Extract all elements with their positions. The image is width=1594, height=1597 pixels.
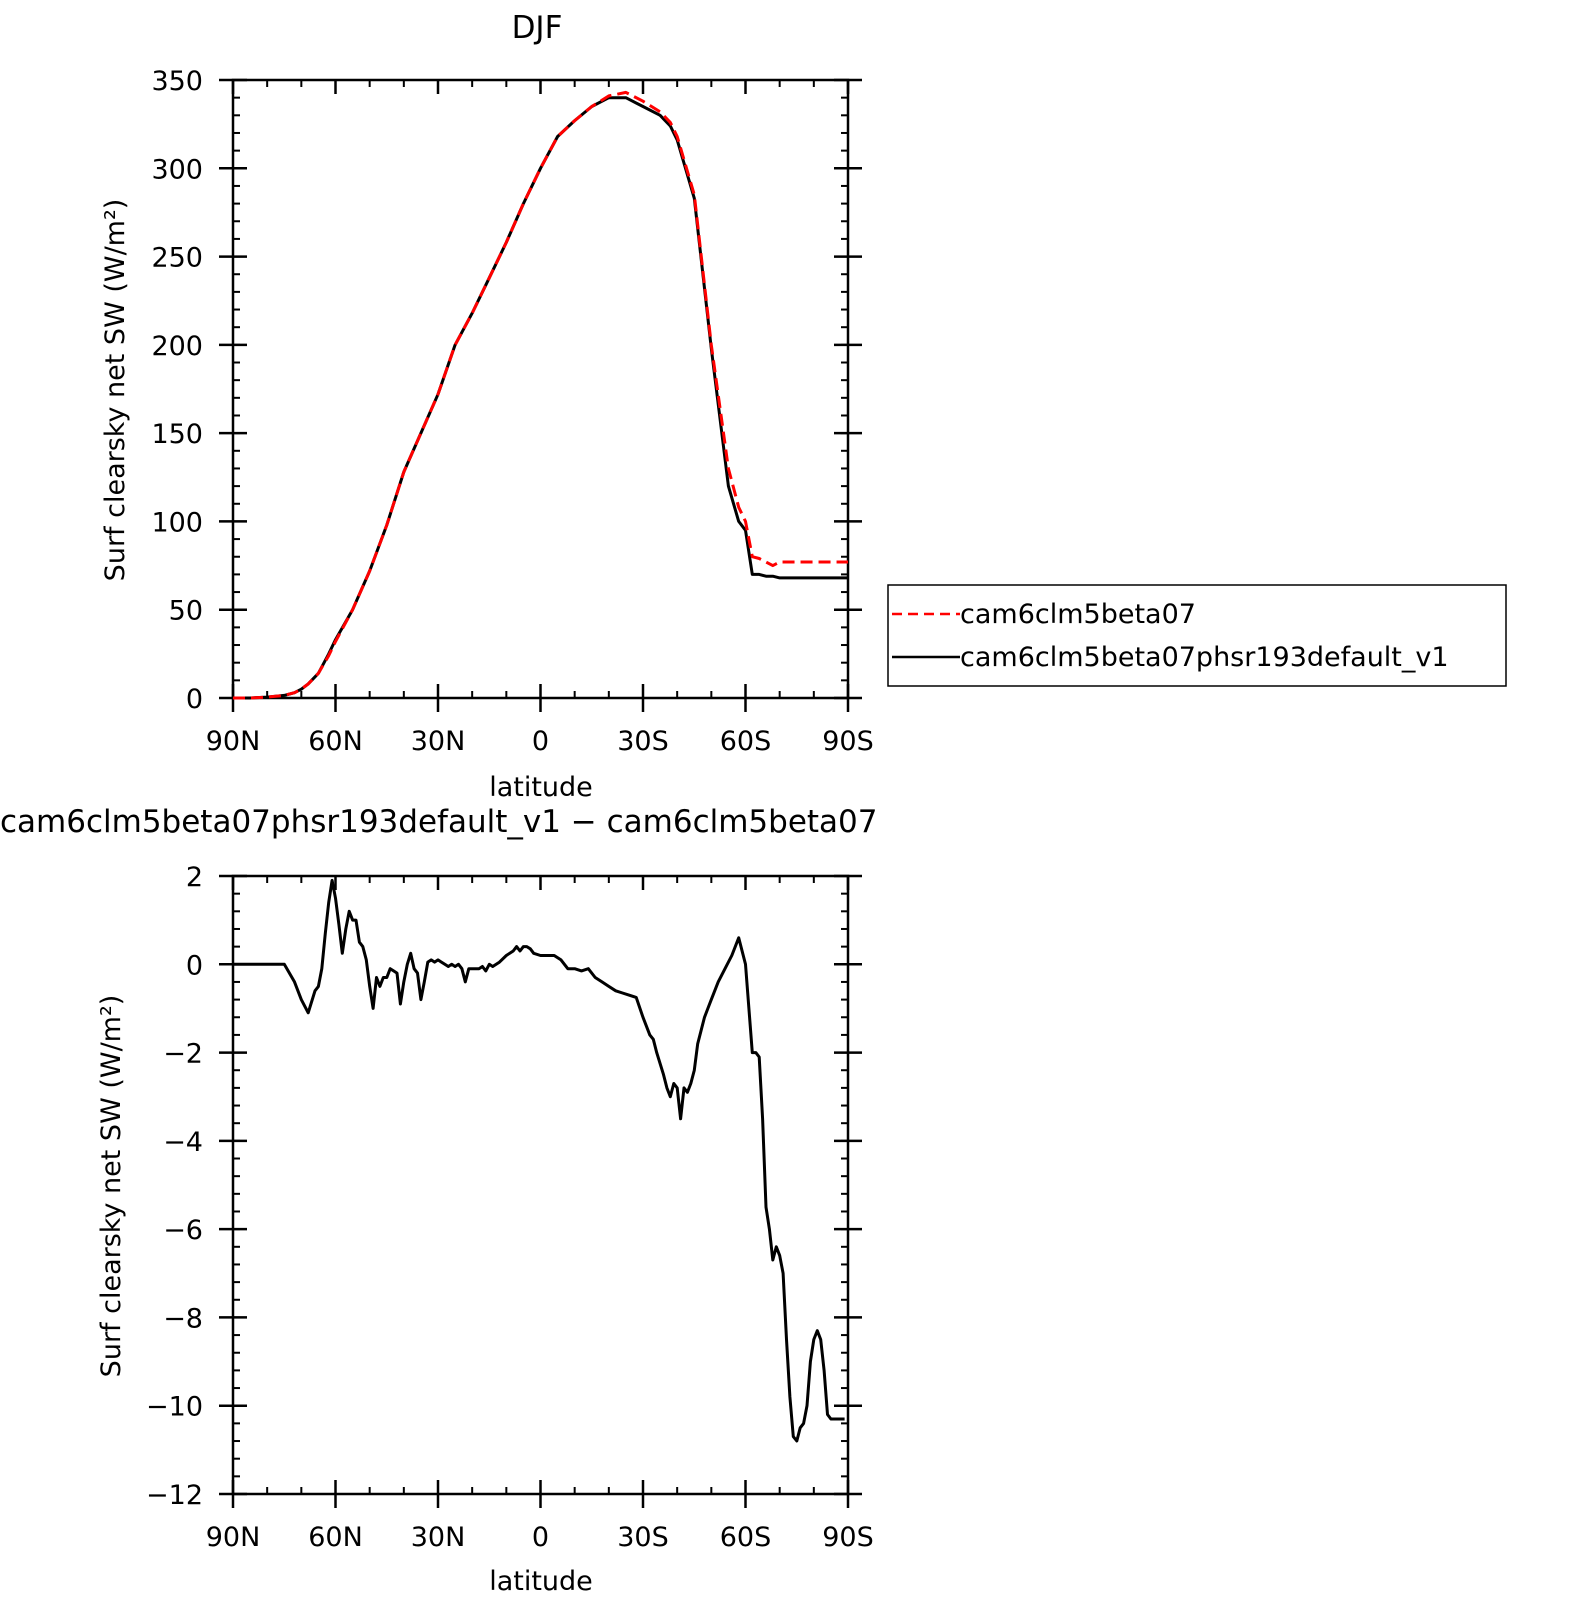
x-tick-label: 90S [822,726,874,757]
panel-title: DJF [512,10,563,46]
x-tick-label: 30S [617,1522,669,1553]
y-tick-label: −10 [146,1392,203,1423]
series-line [233,96,848,700]
series-line [233,90,848,700]
legend-label: cam6clm5beta07phsr193default_v1 [960,642,1449,673]
y-tick-label: 0 [186,950,203,981]
tick-group: 90N 60N 30N 0 30S 60S 90S 0 50 100 150 200 250 300 350 [151,66,873,757]
legend-box [887,584,1507,687]
y-tick-label: 2 [186,862,203,893]
series-line [233,878,845,1443]
legend: cam6clm5beta07 cam6clm5beta07phsr193defa… [887,584,1507,687]
panel-bottom: cam6clm5beta07phsr193default_v1 − cam6cl… [0,804,878,1597]
y-tick-label: −2 [163,1039,203,1070]
x-tick-label: 30N [411,1522,466,1553]
y-tick-label: 0 [186,684,203,715]
y-tick-label: 300 [151,154,203,185]
x-tick-label: 90N [206,1522,261,1553]
series-group [233,90,848,700]
x-tick-label: 0 [532,726,549,757]
x-tick-label: 60N [308,726,363,757]
plot-frame [231,78,850,700]
y-tick-label: 100 [151,507,203,538]
y-tick-label: 50 [169,596,203,627]
y-tick-label: 150 [151,419,203,450]
x-tick-label: 0 [532,1522,549,1553]
x-tick-label: 30N [411,726,466,757]
y-tick-label: 250 [151,243,203,274]
x-axis-title: latitude [489,772,593,803]
x-tick-label: 90N [206,726,261,757]
panel-top: DJF 90N 60N 30N 0 30S 60S 90S 0 50 100 150 200 250 30… [100,10,874,803]
panel-title: cam6clm5beta07phsr193default_v1 − cam6cl… [0,804,878,840]
y-tick-label: −4 [163,1127,203,1158]
y-axis-title: Surf clearsky net SW (W/m²) [96,995,127,1378]
x-tick-label: 60N [308,1522,363,1553]
x-tick-label: 60S [720,1522,772,1553]
x-tick-label: 60S [720,726,772,757]
y-tick-label: 200 [151,331,203,362]
y-axis-title: Surf clearsky net SW (W/m²) [100,199,131,582]
series-group [233,878,845,1443]
x-tick-label: 30S [617,726,669,757]
x-tick-label: 90S [822,1522,874,1553]
tick-group: 90N 60N 30N 0 30S 60S 90S −12 −10 −8 −6 −4 −2 0 2 [146,862,874,1553]
legend-label: cam6clm5beta07 [960,599,1196,630]
x-axis-title: latitude [489,1566,593,1597]
y-tick-label: 350 [151,66,203,97]
plot-frame [231,874,850,1496]
y-tick-label: −12 [146,1480,203,1511]
y-tick-label: −6 [163,1215,203,1246]
y-tick-label: −8 [163,1303,203,1334]
